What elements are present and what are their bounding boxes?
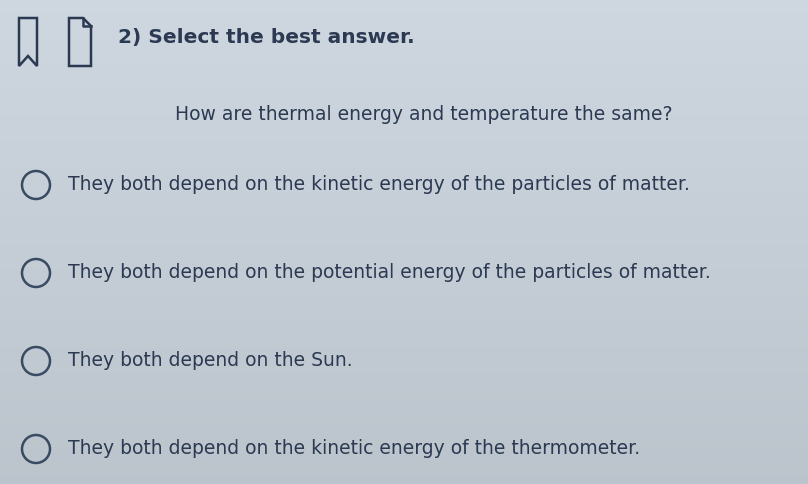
Text: How are thermal energy and temperature the same?: How are thermal energy and temperature t… <box>175 106 672 124</box>
Text: They both depend on the kinetic energy of the particles of matter.: They both depend on the kinetic energy o… <box>68 176 690 195</box>
Text: 2) Select the best answer.: 2) Select the best answer. <box>118 29 415 47</box>
Text: They both depend on the potential energy of the particles of matter.: They both depend on the potential energy… <box>68 263 711 283</box>
Text: They both depend on the Sun.: They both depend on the Sun. <box>68 351 352 370</box>
Text: They both depend on the kinetic energy of the thermometer.: They both depend on the kinetic energy o… <box>68 439 640 458</box>
